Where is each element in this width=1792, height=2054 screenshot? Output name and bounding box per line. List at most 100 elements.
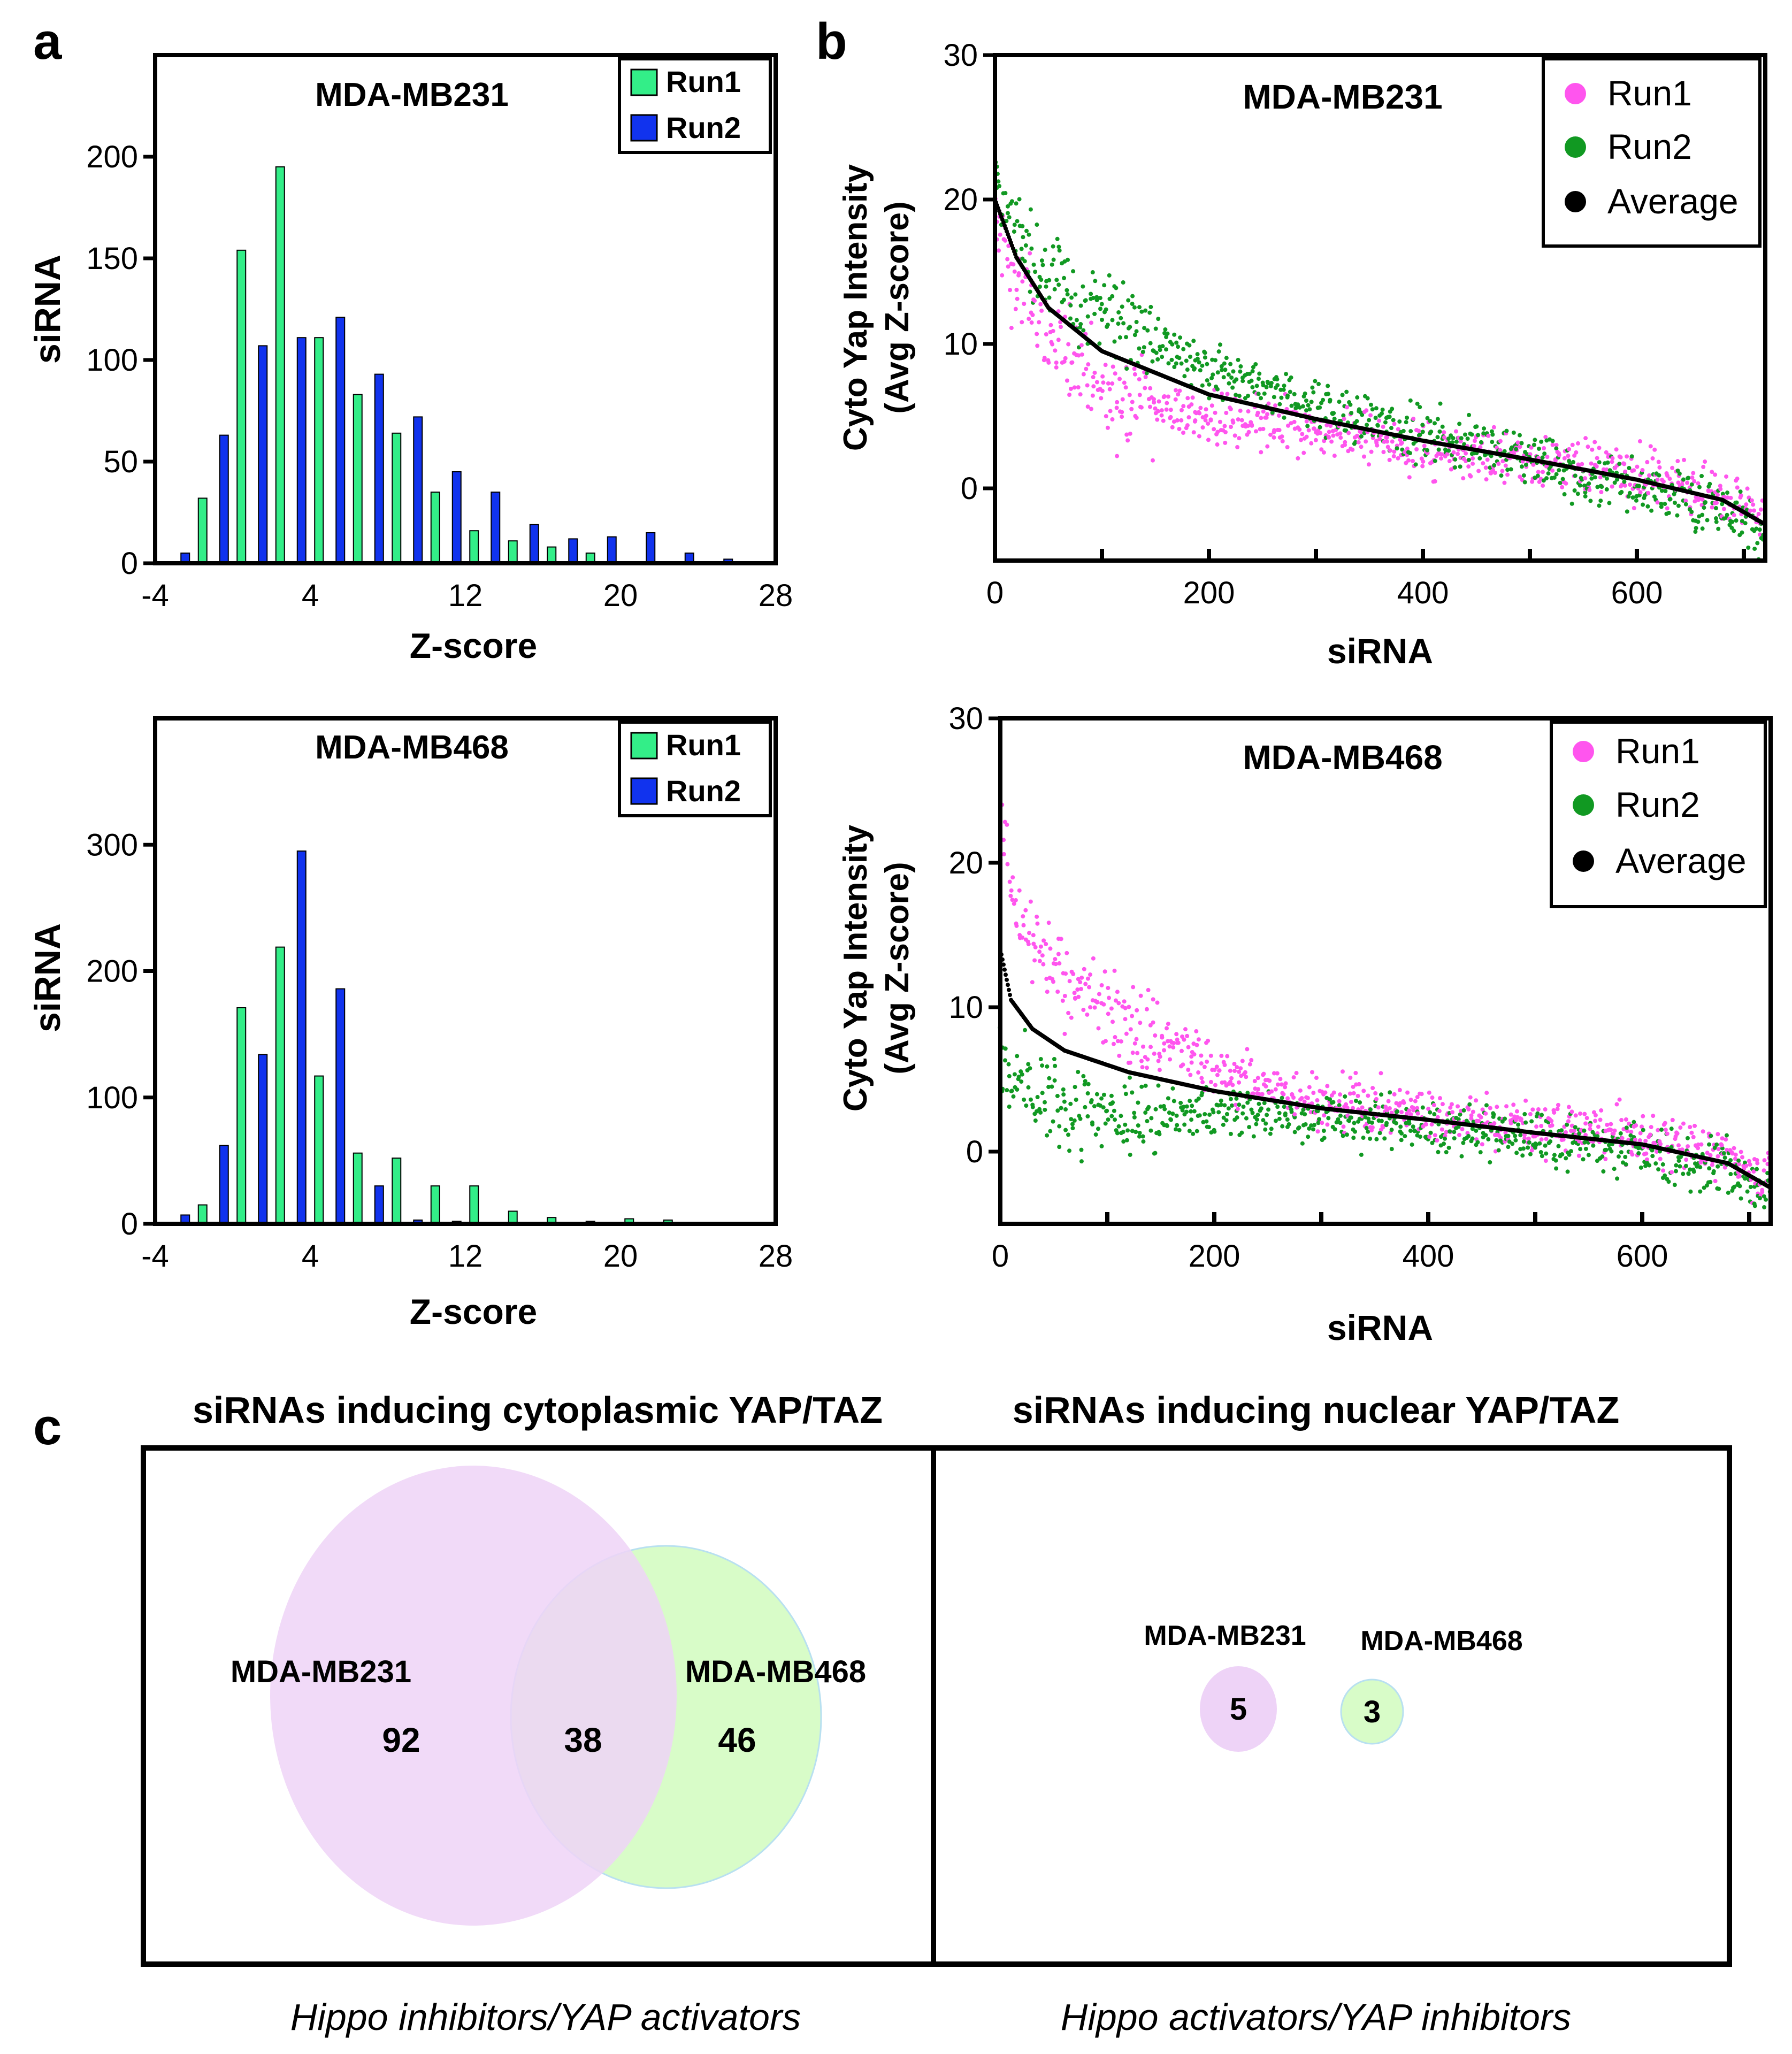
point-run1	[1050, 342, 1055, 347]
x-tick-label: 12	[448, 578, 483, 613]
point-run2	[1211, 1110, 1216, 1115]
point-run1	[1366, 1093, 1370, 1098]
point-run2	[1068, 316, 1073, 321]
point-run2	[1522, 1112, 1527, 1116]
point-run2	[1407, 451, 1412, 456]
point-run1	[1536, 1107, 1541, 1112]
point-run1	[1171, 1045, 1176, 1049]
point-run2	[1203, 355, 1207, 360]
point-run2	[1156, 317, 1161, 321]
point-run1	[1174, 1032, 1179, 1037]
point-run1	[1099, 983, 1104, 987]
point-run1	[1176, 392, 1181, 397]
point-run1	[1445, 452, 1450, 457]
point-run1	[1614, 447, 1619, 452]
point-run2	[1022, 1097, 1027, 1102]
point-run1	[1058, 320, 1063, 325]
point-run2	[1065, 288, 1069, 293]
point-run1	[1657, 465, 1662, 470]
point-run2	[1535, 1111, 1540, 1116]
point-run2	[1309, 400, 1314, 404]
point-run1	[1431, 1102, 1436, 1107]
point-average	[1004, 972, 1008, 977]
point-run1	[1351, 1091, 1356, 1095]
point-run1	[1338, 431, 1343, 436]
point-run2	[1446, 1145, 1451, 1150]
point-run2	[1304, 398, 1308, 403]
point-run2	[1250, 369, 1255, 374]
point-run2	[1043, 1107, 1047, 1112]
point-run1	[1349, 1100, 1353, 1105]
point-run1	[1486, 433, 1491, 438]
point-run2	[1053, 1063, 1058, 1068]
point-run1	[1676, 1143, 1681, 1148]
point-run1	[1318, 431, 1323, 435]
point-run1	[1566, 454, 1571, 458]
point-run1	[1383, 1105, 1388, 1109]
point-run1	[1489, 471, 1494, 476]
point-run2	[1355, 395, 1360, 400]
point-run1	[1273, 403, 1278, 408]
point-run2	[1226, 372, 1231, 377]
point-run2	[1612, 480, 1617, 485]
bar-run2--1	[219, 1145, 229, 1224]
point-run2	[1074, 1098, 1078, 1102]
point-run2	[1343, 1094, 1347, 1099]
point-run1	[1518, 474, 1522, 479]
point-run1	[1471, 461, 1475, 466]
venn-only-231: 92	[382, 1721, 420, 1759]
point-run1	[1663, 1121, 1667, 1125]
point-run2	[1132, 1115, 1137, 1120]
point-run1	[1391, 454, 1396, 458]
point-run1	[1683, 499, 1688, 503]
point-run2	[1153, 1151, 1158, 1155]
point-run1	[1089, 320, 1094, 325]
point-run1	[1710, 470, 1714, 474]
point-run1	[1250, 423, 1254, 428]
point-run1	[1168, 408, 1173, 412]
point-run2	[1762, 1194, 1766, 1199]
point-run2	[1237, 394, 1242, 398]
point-run2	[1429, 430, 1434, 434]
y-tick-label: 100	[86, 1080, 138, 1115]
point-run1	[1235, 1107, 1240, 1112]
point-run1	[1381, 424, 1385, 429]
point-run1	[1665, 473, 1670, 478]
point-run2	[1408, 429, 1413, 434]
point-run2	[1739, 1196, 1743, 1201]
point-run2	[1078, 303, 1083, 308]
point-run2	[1526, 1145, 1530, 1150]
point-run1	[1701, 1129, 1705, 1134]
point-run2	[1012, 229, 1016, 234]
point-run1	[1590, 447, 1595, 452]
point-run2	[1307, 1126, 1312, 1131]
hist-231-xlabel: Z-score	[410, 626, 537, 665]
point-run2	[1101, 1105, 1106, 1110]
point-run2	[1019, 1079, 1024, 1084]
point-run1	[1444, 1130, 1449, 1135]
point-run2	[1210, 357, 1215, 362]
point-run2	[1123, 1122, 1128, 1127]
point-run2	[1754, 526, 1759, 531]
point-run2	[1560, 1152, 1565, 1157]
point-run1	[1013, 898, 1018, 902]
point-run1	[1252, 1079, 1257, 1084]
point-run2	[1748, 1185, 1753, 1190]
point-run1	[1070, 360, 1075, 365]
point-run1	[1115, 454, 1120, 458]
point-run2	[1145, 328, 1150, 333]
point-run2	[1109, 1114, 1114, 1118]
scatter-231-legend-average-marker	[1565, 191, 1586, 212]
point-run1	[1085, 404, 1090, 409]
point-run2	[1641, 502, 1645, 507]
point-run1	[1069, 1015, 1074, 1020]
point-run2	[1045, 1064, 1050, 1069]
point-run2	[1636, 1151, 1641, 1156]
point-run1	[1574, 450, 1579, 455]
point-run2	[1344, 1132, 1349, 1137]
point-run1	[1063, 356, 1068, 361]
point-run2	[1212, 1129, 1217, 1134]
point-run2	[1677, 471, 1682, 476]
point-run2	[1448, 1129, 1452, 1134]
point-run1	[1661, 479, 1666, 484]
